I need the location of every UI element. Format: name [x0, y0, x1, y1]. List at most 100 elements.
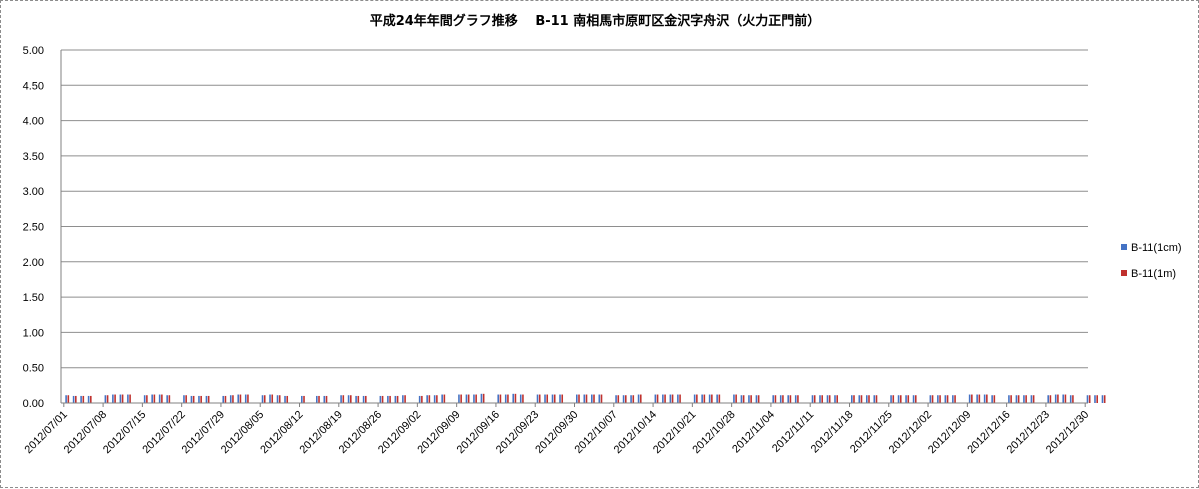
bar-b11-1m: [303, 395, 305, 403]
bar-b11-1m: [460, 394, 462, 403]
bar-b11-1cm: [80, 395, 82, 403]
bar-b11-1m: [1010, 395, 1012, 403]
bar-b11-1cm: [968, 394, 971, 403]
bar-b11-1m: [404, 395, 406, 403]
bar-b11-1cm: [473, 394, 475, 403]
bar-b11-1cm: [198, 395, 200, 403]
y-axis-ticks: 5.00 4.50 4.00 3.50 3.00 2.50 2.00 1.50 1.00 0.50…: [23, 45, 44, 410]
bar-b11-1cm: [772, 395, 775, 403]
bar-b11-1m: [774, 395, 777, 403]
bar-b11-1m: [703, 394, 706, 403]
bar-b11-1m: [129, 394, 131, 403]
bar-b11-1cm: [119, 394, 122, 403]
bar-b11-1m: [868, 395, 870, 403]
legend-label: B-11(1m): [1131, 268, 1176, 280]
y-tick-label: 1.50: [23, 292, 44, 304]
y-tick-label: 1.00: [23, 327, 44, 339]
bar-b11-1cm: [937, 395, 939, 403]
bar-b11-1m: [978, 394, 981, 403]
bar-b11-1cm: [826, 395, 829, 403]
bar-b11-1cm: [441, 394, 443, 403]
bar-b11-1m: [1064, 394, 1067, 403]
bars: [65, 393, 1106, 403]
bar-b11-1m: [278, 395, 281, 403]
bar-b11-1cm: [544, 394, 546, 403]
bar-b11-1m: [224, 395, 227, 403]
bar-b11-1m: [914, 395, 917, 403]
bar-b11-1m: [892, 395, 895, 403]
bar-b11-1cm: [347, 395, 350, 403]
bar-b11-1m: [711, 394, 713, 403]
bar-b11-1cm: [622, 395, 625, 403]
bar-b11-1m: [428, 395, 431, 403]
bar-b11-1cm: [865, 395, 868, 403]
bar-b11-1cm: [1054, 394, 1057, 403]
x-tick-label: 2012/10/28: [690, 409, 737, 456]
bar-b11-1m: [954, 395, 956, 403]
bar-b11-1cm: [72, 395, 75, 403]
bar-b11-1cm: [944, 395, 947, 403]
bar-b11-1m: [742, 395, 745, 403]
bar-b11-1cm: [890, 395, 892, 403]
bar-b11-1m: [114, 394, 116, 403]
bar-b11-1cm: [991, 395, 993, 403]
bar-b11-1m: [561, 394, 564, 403]
bar-b11-1cm: [591, 394, 593, 403]
bar-b11-1m: [263, 395, 266, 403]
y-tick-label: 2.50: [23, 222, 44, 234]
bar-b11-1m: [986, 394, 988, 403]
bar-b11-1cm: [143, 395, 146, 403]
bar-b11-1cm: [402, 395, 404, 403]
bar-b11-1cm: [244, 394, 247, 403]
bar-b11-1m: [789, 395, 792, 403]
bar-b11-1cm: [1086, 395, 1089, 403]
legend-swatch: [1121, 270, 1127, 276]
bar-b11-1m: [624, 395, 627, 403]
bar-b11-1cm: [158, 394, 161, 403]
bar-b11-1cm: [497, 394, 500, 403]
bar-b11-1m: [971, 394, 973, 403]
bar-b11-1cm: [598, 394, 601, 403]
bar-b11-1m: [538, 394, 541, 403]
bar-b11-1cm: [418, 395, 421, 403]
gridlines: [61, 49, 1088, 369]
bar-b11-1cm: [166, 395, 168, 403]
bar-b11-1m: [546, 394, 549, 403]
y-tick-label: 0.50: [23, 363, 44, 375]
bar-b11-1cm: [701, 394, 703, 403]
bar-b11-1cm: [677, 394, 679, 403]
y-tick-label: 4.50: [23, 80, 44, 92]
bar-b11-1m: [735, 394, 737, 403]
bar-b11-1cm: [740, 395, 743, 403]
bar-b11-1m: [585, 394, 588, 403]
bar-b11-1cm: [819, 395, 821, 403]
y-tick-label: 3.50: [23, 151, 44, 163]
y-tick-label: 2.00: [23, 257, 44, 269]
bar-b11-1m: [436, 395, 438, 403]
bar-b11-1m: [757, 395, 760, 403]
bar-b11-1cm: [1030, 395, 1033, 403]
bar-b11-1m: [821, 395, 823, 403]
y-tick-label: 0.00: [23, 398, 44, 410]
bar-b11-1m: [632, 395, 635, 403]
bar-b11-1cm: [716, 394, 718, 403]
bar-b11-1cm: [630, 395, 632, 403]
bar-b11-1cm: [519, 394, 522, 403]
bar-b11-1m: [239, 394, 242, 403]
bar-b11-1cm: [269, 394, 271, 403]
bar-b11-1cm: [583, 394, 586, 403]
bar-b11-1cm: [284, 395, 286, 403]
bar-b11-1cm: [261, 395, 264, 403]
bar-b11-1m: [185, 395, 187, 403]
bar-b11-1cm: [1015, 395, 1018, 403]
bar-b11-1m: [593, 394, 595, 403]
bar-b11-1m: [836, 395, 838, 403]
bar-b11-1cm: [151, 394, 153, 403]
bar-b11-1m: [617, 395, 620, 403]
bar-b11-1cm: [787, 395, 790, 403]
bar-b11-1m: [750, 395, 752, 403]
bar-b11-1m: [1088, 395, 1091, 403]
bar-b11-1m: [75, 395, 77, 403]
bar-b11-1m: [899, 395, 902, 403]
bar-b11-1cm: [205, 395, 208, 403]
